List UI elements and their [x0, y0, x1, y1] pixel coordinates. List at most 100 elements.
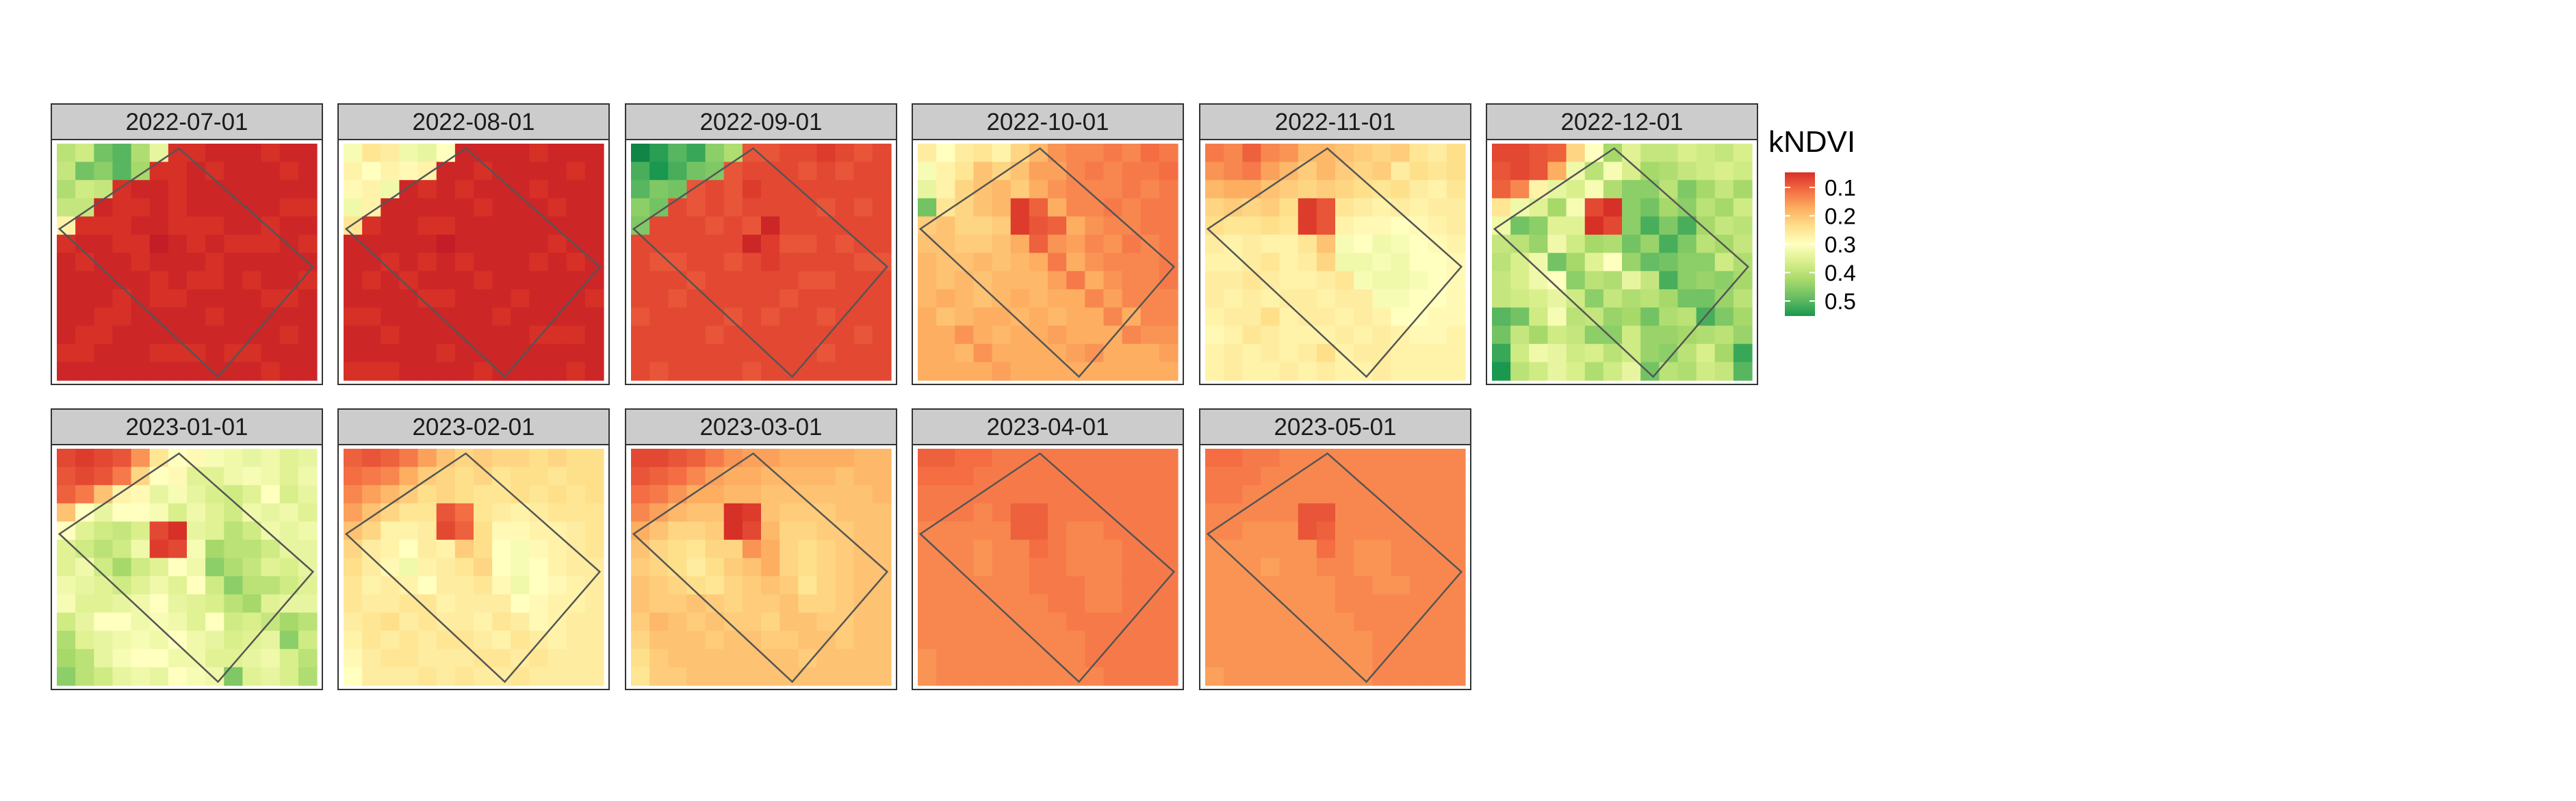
heatmap-cell: [1085, 521, 1105, 540]
heatmap-cell: [187, 631, 206, 650]
heatmap-cell: [75, 216, 94, 235]
heatmap-cell: [242, 289, 262, 308]
heatmap-cell: [1714, 326, 1734, 345]
heatmap-cell: [1446, 161, 1466, 181]
heatmap-cell: [1316, 343, 1336, 363]
heatmap-cell: [1085, 198, 1105, 218]
heatmap-cell: [668, 252, 688, 272]
heatmap-cell: [742, 289, 762, 308]
heatmap-cell: [1428, 144, 1447, 163]
heatmap-cell: [261, 180, 281, 199]
heatmap-cell: [1242, 576, 1262, 595]
heatmap-cell: [835, 362, 855, 381]
heatmap-cell: [918, 307, 937, 326]
heatmap-cell: [631, 252, 650, 272]
heatmap-cell: [1066, 503, 1085, 523]
heatmap-cell: [1085, 667, 1105, 686]
heatmap-cell: [780, 307, 799, 326]
heatmap-cell: [399, 144, 419, 163]
heatmap-cell: [362, 307, 381, 326]
heatmap-cell: [649, 540, 669, 559]
facet-panel: 2022-07-01: [51, 103, 323, 385]
heatmap-cell: [1622, 235, 1641, 254]
heatmap-cell: [474, 485, 493, 504]
heatmap-cell: [1140, 612, 1160, 631]
heatmap-cell: [381, 307, 400, 326]
heatmap-cell: [918, 198, 937, 218]
heatmap-cell: [631, 594, 650, 614]
heatmap-cell: [1029, 540, 1048, 559]
heatmap-cell: [992, 144, 1012, 163]
heatmap-cell: [548, 631, 567, 650]
heatmap-cell: [1659, 161, 1679, 181]
heatmap-cell: [344, 343, 363, 363]
heatmap-cell: [1335, 667, 1354, 686]
facet-strip-label: 2023-02-01: [412, 414, 534, 441]
heatmap-cell: [955, 467, 975, 486]
heatmap-cell: [224, 235, 244, 254]
heatmap-cell: [955, 503, 975, 523]
heatmap-cell: [566, 289, 586, 308]
heatmap-cell: [1354, 576, 1373, 595]
heatmap-cell: [668, 612, 688, 631]
heatmap-cell: [1205, 576, 1224, 595]
heatmap-cell: [381, 521, 400, 540]
heatmap-cell: [1279, 521, 1299, 540]
heatmap-cell: [761, 198, 780, 218]
heatmap-cell: [417, 271, 437, 290]
heatmap-cell: [344, 467, 363, 486]
heatmap-cell: [149, 144, 169, 163]
heatmap-cell: [399, 343, 419, 363]
heatmap-cell: [1622, 307, 1641, 326]
heatmap-cell: [780, 343, 799, 363]
heatmap-cell: [131, 235, 151, 254]
heatmap-cell: [1205, 343, 1224, 363]
heatmap-cell: [1547, 235, 1567, 254]
heatmap-cell: [1316, 198, 1336, 218]
heatmap-cell: [261, 576, 281, 595]
heatmap-cell: [1391, 449, 1411, 468]
heatmap-cell: [918, 612, 937, 631]
facet-panel: 2023-04-01: [912, 408, 1184, 690]
heatmap-cell: [298, 161, 318, 181]
heatmap-cell: [492, 198, 511, 218]
heatmap-cell: [1298, 271, 1317, 290]
heatmap-cell: [1029, 271, 1048, 290]
heatmap-cell: [955, 594, 975, 614]
heatmap-cell: [279, 557, 299, 577]
heatmap-cell: [798, 252, 818, 272]
heatmap-cell: [705, 198, 725, 218]
heatmap-cell: [1048, 216, 1067, 235]
heatmap-cell: [1677, 289, 1697, 308]
heatmap-cell: [1279, 467, 1299, 486]
heatmap-cell: [780, 576, 799, 595]
heatmap-cell: [1696, 271, 1716, 290]
heatmap-cell: [1391, 144, 1411, 163]
heatmap-cell: [686, 648, 706, 668]
heatmap-cell: [1409, 503, 1429, 523]
heatmap-cell: [686, 326, 706, 345]
heatmap-cell: [1603, 343, 1623, 363]
heatmap-cell: [1224, 612, 1243, 631]
heatmap-cell: [344, 503, 363, 523]
heatmap-cell: [417, 216, 437, 235]
heatmap-cell: [918, 467, 937, 486]
heatmap-cell: [362, 667, 381, 686]
heatmap-cell: [298, 467, 318, 486]
heatmap-cell: [668, 144, 688, 163]
heatmap-cell: [1029, 216, 1048, 235]
heatmap-cell: [131, 521, 151, 540]
heatmap-cell: [298, 216, 318, 235]
plot-boundary-outline: [344, 452, 602, 683]
heatmap-cell: [742, 594, 762, 614]
heatmap-cell: [1122, 631, 1142, 650]
heatmap-cell: [1159, 467, 1178, 486]
heatmap-cell: [761, 362, 780, 381]
heatmap-cell: [168, 161, 188, 181]
heatmap-cell: [1085, 252, 1105, 272]
heatmap-cell: [399, 631, 419, 650]
heatmap-cell: [1335, 326, 1354, 345]
heatmap-cell: [492, 161, 511, 181]
heatmap-cell: [94, 667, 114, 686]
